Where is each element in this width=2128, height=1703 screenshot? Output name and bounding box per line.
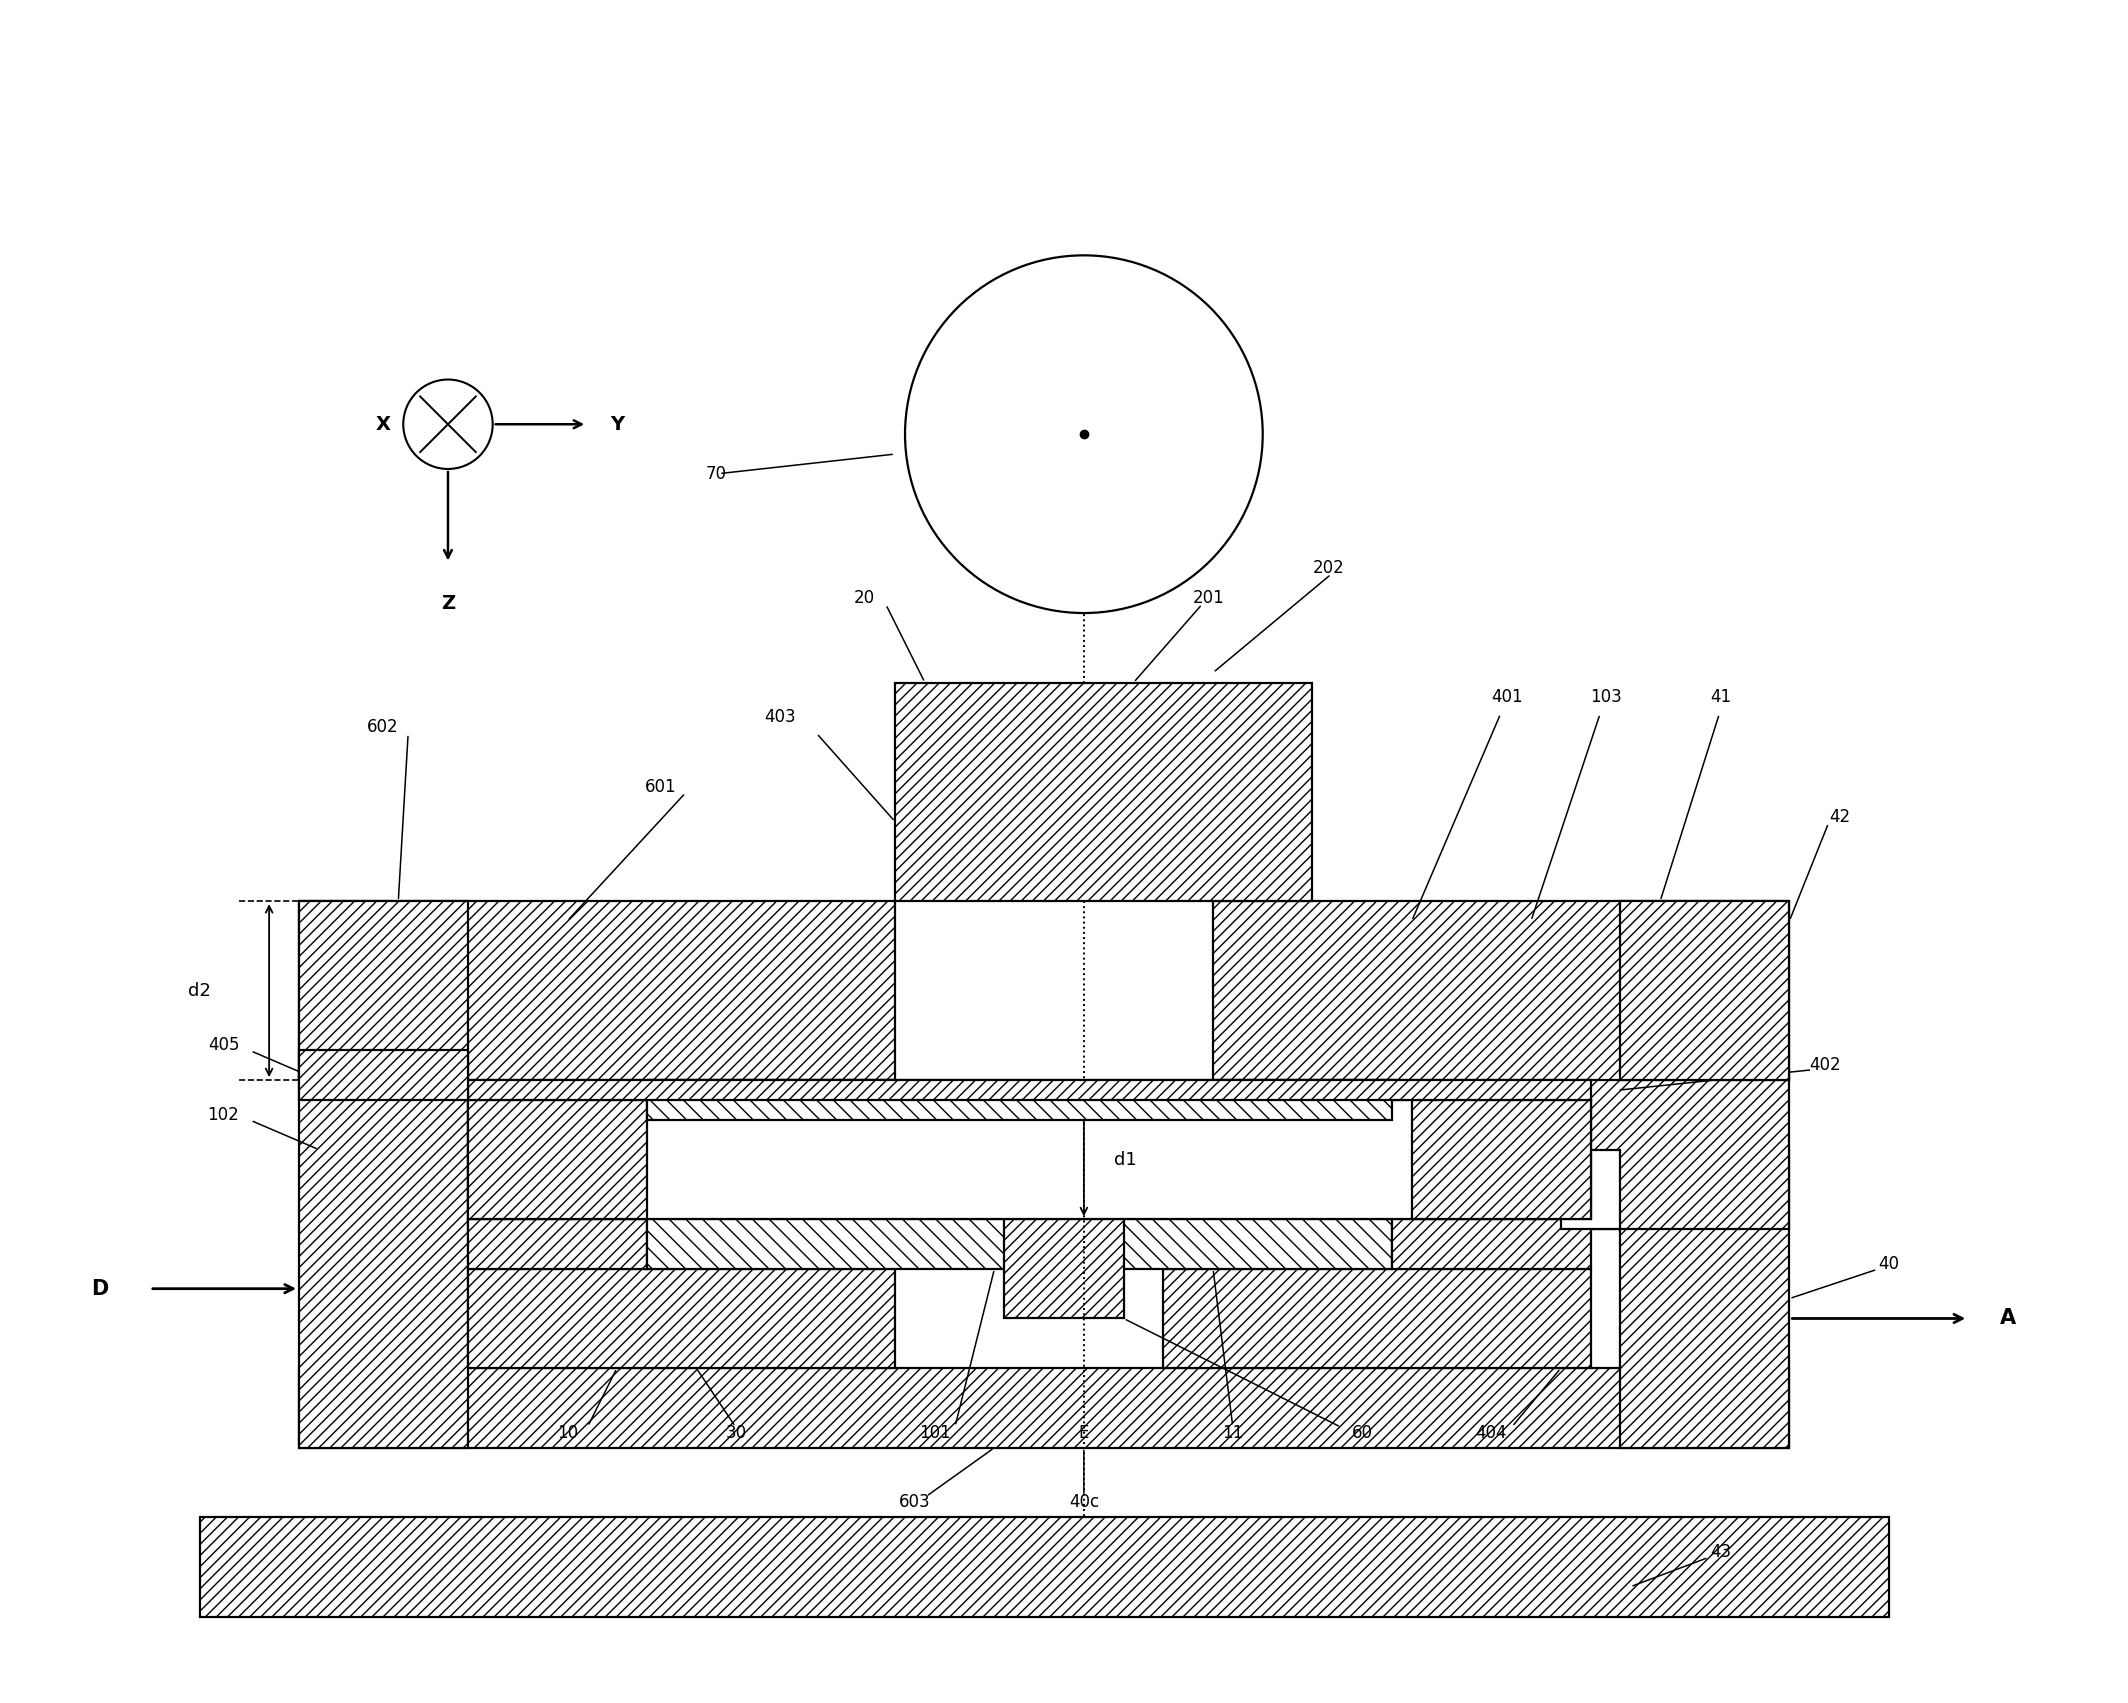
- Text: 101: 101: [919, 1424, 951, 1442]
- Text: D: D: [92, 1279, 109, 1299]
- Text: 602: 602: [366, 719, 398, 736]
- Text: 201: 201: [1194, 589, 1226, 606]
- Bar: [647, 1080, 1392, 1121]
- Text: Z: Z: [440, 594, 455, 613]
- Bar: [298, 1051, 468, 1100]
- Text: d2: d2: [187, 981, 211, 1000]
- Bar: [298, 901, 896, 1080]
- Text: 40: 40: [1879, 1255, 1900, 1272]
- Text: 404: 404: [1475, 1424, 1507, 1442]
- Text: Y: Y: [611, 416, 624, 434]
- Bar: [1164, 1269, 1590, 1368]
- Text: 405: 405: [209, 1035, 238, 1054]
- Text: 603: 603: [900, 1494, 930, 1511]
- Bar: [647, 1219, 1392, 1269]
- Bar: [468, 1100, 1590, 1219]
- Text: 601: 601: [645, 778, 677, 795]
- Text: A: A: [2000, 1308, 2015, 1328]
- Bar: [1619, 1150, 1790, 1448]
- Bar: [468, 1219, 647, 1269]
- Text: 41: 41: [1709, 688, 1730, 707]
- Text: 60: 60: [1351, 1424, 1373, 1442]
- Text: E: E: [1079, 1424, 1090, 1442]
- Text: 10: 10: [558, 1424, 579, 1442]
- Bar: [468, 1269, 896, 1368]
- Bar: [200, 1517, 1890, 1616]
- Text: 43: 43: [1709, 1543, 1730, 1562]
- Bar: [468, 1080, 1590, 1100]
- Circle shape: [904, 255, 1262, 613]
- Text: 11: 11: [1221, 1424, 1243, 1442]
- Bar: [298, 1368, 1790, 1448]
- Text: 202: 202: [1313, 559, 1345, 577]
- Bar: [1411, 1100, 1590, 1219]
- Text: 40c: 40c: [1068, 1494, 1098, 1511]
- Text: 42: 42: [1830, 807, 1849, 826]
- Text: d1: d1: [1113, 1151, 1136, 1168]
- Bar: [1560, 1069, 1790, 1230]
- Text: 401: 401: [1492, 688, 1524, 707]
- Text: 103: 103: [1590, 688, 1622, 707]
- Text: 20: 20: [853, 589, 875, 606]
- Text: 402: 402: [1809, 1056, 1841, 1075]
- Bar: [468, 1100, 647, 1219]
- Text: 30: 30: [726, 1424, 747, 1442]
- Bar: [298, 901, 468, 1080]
- Text: 403: 403: [764, 708, 796, 727]
- Text: X: X: [377, 416, 392, 434]
- Bar: [1392, 1219, 1590, 1269]
- Bar: [1560, 1150, 1619, 1230]
- Circle shape: [404, 380, 494, 468]
- Text: 70: 70: [706, 465, 728, 484]
- Text: 102: 102: [209, 1105, 238, 1124]
- Bar: [896, 683, 1313, 901]
- Bar: [1213, 901, 1790, 1080]
- Bar: [1004, 1219, 1124, 1318]
- Bar: [1619, 901, 1790, 1080]
- Bar: [298, 1069, 468, 1448]
